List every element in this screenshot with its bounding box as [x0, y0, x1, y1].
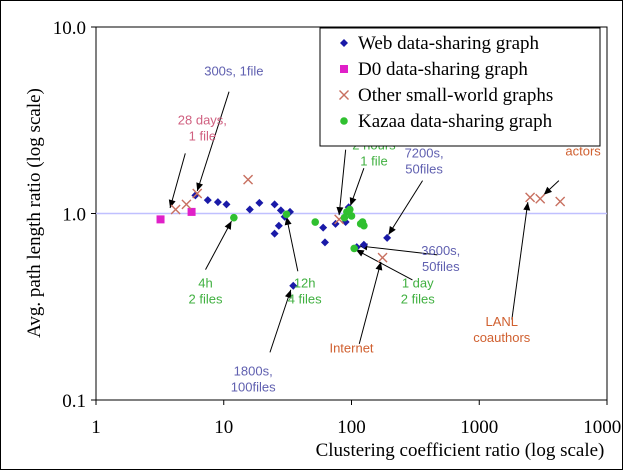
annotation-label: 7200s, 50files	[405, 145, 444, 176]
annotation-arrow	[269, 289, 292, 353]
data-point	[535, 193, 546, 204]
annotation-label: 1800s, 100files	[231, 364, 276, 395]
annotation-label: Internet	[329, 340, 373, 355]
annotation-arrowhead	[336, 206, 344, 216]
data-point	[360, 221, 368, 230]
legend-marker	[340, 117, 348, 125]
annotation-arrowhead	[375, 261, 383, 271]
data-point	[192, 188, 203, 199]
data-point	[245, 205, 254, 214]
annotation-arrowhead	[224, 221, 232, 230]
annotation-arrow	[388, 180, 423, 235]
data-point	[203, 196, 212, 205]
data-point	[255, 198, 264, 207]
annotation-arrowhead	[523, 202, 531, 211]
data-point	[270, 229, 279, 238]
data-point	[377, 252, 388, 263]
data-point	[282, 210, 291, 219]
annotation-arrow	[286, 216, 299, 272]
annotation-arrow	[355, 249, 413, 281]
annotation-arrow	[359, 245, 438, 256]
annotation-label: 3600s, 50files	[421, 243, 460, 274]
y-tick-label: 10.0	[53, 18, 86, 39]
legend-label: Other small-world graphs	[358, 85, 553, 106]
annotation-arrow	[169, 153, 186, 209]
legend-label: D0 data-sharing graph	[358, 59, 528, 80]
legend-label: Web data-sharing graph	[358, 33, 540, 54]
data-point	[359, 240, 368, 249]
annotation-label: 300s, 1file	[204, 63, 263, 78]
data-point	[289, 281, 298, 290]
x-tick-label: 1	[91, 417, 101, 438]
data-point	[230, 213, 238, 222]
legend: Web data-sharing graph D0 data-sharing gr…	[319, 27, 601, 147]
data-point	[320, 238, 329, 247]
annotation-arrow	[511, 202, 529, 320]
x-axis-title: Clustering coefficient ratio (log scale)	[316, 440, 605, 461]
annotation-arrowhead	[196, 182, 204, 192]
legend-label: Kazaa data-sharing graph	[358, 111, 553, 132]
legend-marker	[340, 39, 348, 47]
data-point	[156, 215, 165, 224]
annotation-arrowhead	[349, 197, 357, 206]
annotation-arrow	[338, 149, 347, 216]
annotation-arrowhead	[355, 249, 365, 257]
annotation-arrowhead	[284, 289, 292, 299]
data-point	[187, 207, 196, 216]
annotation-arrowhead	[168, 199, 176, 209]
data-point	[347, 212, 356, 220]
data-point	[555, 196, 566, 207]
annotation-arrow	[358, 261, 382, 344]
data-point	[181, 199, 192, 210]
annotation-label: LANL coauthors	[473, 314, 531, 345]
annotation-arrow	[196, 91, 230, 192]
data-point	[311, 218, 320, 226]
legend-box	[319, 27, 601, 147]
data-point	[243, 174, 254, 185]
x-tick-label: 1000	[460, 417, 498, 438]
legend-marker	[339, 90, 349, 100]
data-point	[270, 200, 279, 209]
x-tick-label: 10	[214, 417, 233, 438]
y-axis-title: Avg. path length ratio (log scale)	[24, 88, 45, 338]
annotation-label: 12h 4 files	[288, 276, 322, 307]
y-tick-label: 0.1	[62, 391, 86, 412]
data-point	[383, 233, 392, 242]
annotation-arrow	[205, 220, 232, 270]
data-point	[222, 200, 231, 209]
annotation-label: 4h 2 files	[189, 276, 223, 307]
x-tick-label: 100	[337, 417, 366, 438]
y-tick-label: 1.0	[62, 205, 86, 226]
data-point	[525, 192, 536, 203]
annotation-label: 28 days, 1 file	[178, 113, 227, 144]
data-point	[340, 213, 349, 222]
data-point	[213, 198, 222, 207]
data-point	[276, 206, 285, 215]
annotation-arrowhead	[543, 186, 553, 195]
data-point	[170, 204, 181, 215]
legend-marker	[340, 65, 348, 73]
data-point	[346, 205, 354, 214]
data-point	[274, 221, 283, 230]
annotation-label: 1 day 2 files	[401, 276, 435, 307]
data-point	[350, 244, 359, 253]
data-point	[319, 223, 328, 232]
annotation-arrowhead	[388, 226, 396, 235]
